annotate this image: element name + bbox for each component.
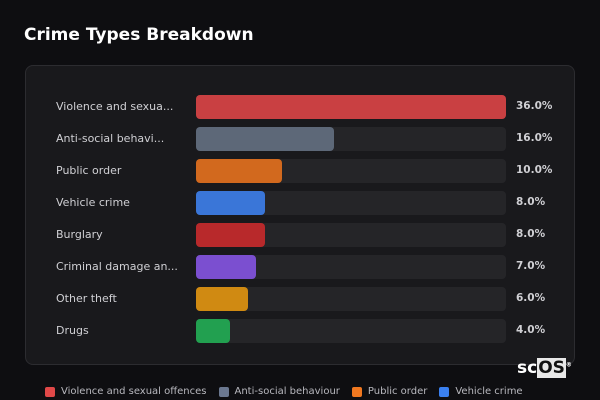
bar [196,287,248,311]
category-label: Public order [56,164,122,177]
legend-swatch [218,386,229,397]
value-label: 10.0% [516,164,553,176]
category-label: Vehicle crime [56,196,130,209]
category-label: Burglary [56,228,103,241]
value-label: 4.0% [516,324,546,336]
logo: scOS® [517,358,572,378]
legend-item[interactable]: Public order [351,386,428,397]
value-label: 8.0% [516,228,546,240]
category-label: Anti-social behavi... [56,132,165,145]
bar-row: Other theft 6.0% [26,287,574,311]
logo-prefix: sc [517,358,538,378]
bar-track [196,319,506,343]
category-label: Other theft [56,292,117,305]
logo-boxed: OS [537,358,566,378]
value-label: 7.0% [516,260,546,272]
bar-row: Vehicle crime 8.0% [26,191,574,215]
bar-row: Drugs 4.0% [26,319,574,343]
chart-title: Crime Types Breakdown [24,25,254,45]
category-label: Criminal damage an... [56,260,178,273]
bar-row: Criminal damage an... 7.0% [26,255,574,279]
bar-track [196,287,506,311]
legend-label: Anti-social behaviour [234,386,340,397]
legend-item[interactable]: Anti-social behaviour [218,386,340,397]
bar-track [196,159,506,183]
bar [196,191,265,215]
bar-track [196,191,506,215]
category-label: Drugs [56,324,89,337]
bar-row: Public order 10.0% [26,159,574,183]
chart-card: Violence and sexua... 36.0% Anti-social b… [25,65,575,365]
bar [196,127,334,151]
bar-row: Anti-social behavi... 16.0% [26,127,574,151]
legend-swatch [439,386,450,397]
legend-swatch [45,386,55,397]
bar-track [196,223,506,247]
legend-label: Public order [367,386,428,397]
bar-row: Burglary 8.0% [26,223,574,247]
legend-label: Violence and sexual offences [61,386,207,397]
legend-item[interactable]: Vehicle crime [439,386,523,397]
legend-label: Vehicle crime [455,386,523,397]
legend: Violence and sexual offences Anti-social … [45,386,523,397]
logo-mark: ® [565,361,572,369]
bar [196,223,265,247]
bar-track [196,95,506,119]
value-label: 16.0% [516,132,553,144]
value-label: 36.0% [516,100,553,112]
bar [196,319,231,343]
value-label: 6.0% [516,292,546,304]
bar [196,159,283,183]
bar-track [196,127,506,151]
value-label: 8.0% [516,196,546,208]
bar-row: Violence and sexua... 36.0% [26,95,574,119]
bar [196,255,257,279]
legend-swatch [351,386,362,397]
category-label: Violence and sexua... [56,100,174,113]
legend-item[interactable]: Violence and sexual offences [45,386,207,397]
bar-track [196,255,506,279]
bar [196,95,506,119]
